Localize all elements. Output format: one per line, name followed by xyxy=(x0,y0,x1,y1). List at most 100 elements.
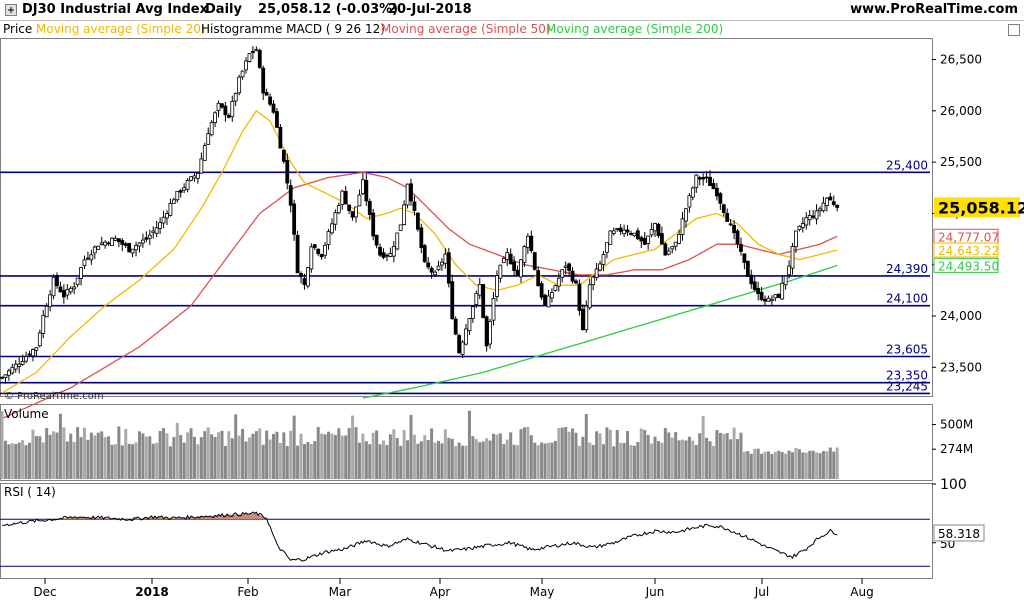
volume-bar xyxy=(505,439,509,479)
level-label: 25,400 xyxy=(886,158,928,172)
volume-bar xyxy=(151,443,155,479)
candle-body xyxy=(556,277,561,287)
candle-body xyxy=(653,223,657,232)
volume-bar xyxy=(134,442,138,479)
volume-bar xyxy=(41,442,45,479)
volume-bar xyxy=(598,433,602,479)
rsi-panel-frame xyxy=(0,483,933,579)
candle-body xyxy=(677,234,681,244)
candle-body xyxy=(209,122,214,136)
volume-bar xyxy=(674,432,678,479)
legend-ma200[interactable]: Moving average (Simple 200) xyxy=(546,22,724,36)
volume-bar xyxy=(357,442,361,479)
candle-body xyxy=(484,316,489,347)
price-tick-label: 23,500 xyxy=(940,360,982,374)
legend-ma20[interactable]: Moving average (Simple 20) xyxy=(36,22,206,36)
volume-bar xyxy=(296,445,300,479)
candle-body xyxy=(305,267,310,287)
volume-bar xyxy=(409,414,413,479)
volume-tick-label: 500M xyxy=(940,418,973,432)
legend-ma50[interactable]: Moving average (Simple 50) xyxy=(381,22,551,36)
volume-bar xyxy=(210,434,214,479)
volume-bar xyxy=(801,452,805,479)
volume-bar xyxy=(533,442,537,479)
candle-body xyxy=(268,96,272,105)
candle-body xyxy=(275,111,279,128)
volume-bar xyxy=(69,433,73,479)
price-tick-label: 26,000 xyxy=(940,104,982,118)
candle-body xyxy=(601,254,606,265)
volume-tick-label: 274M xyxy=(940,442,973,456)
volume-bar xyxy=(760,453,764,479)
candle-body xyxy=(27,353,32,356)
ma-badge-label: 24,777.07 xyxy=(938,230,999,244)
candle-body xyxy=(611,230,616,234)
candle-body xyxy=(525,235,530,248)
candle-body xyxy=(319,254,324,258)
candle-body xyxy=(477,283,482,296)
volume-bar xyxy=(481,441,485,479)
candle-body xyxy=(570,270,575,282)
candle-body xyxy=(756,287,761,294)
volume-bar xyxy=(3,440,7,479)
candle-body xyxy=(158,222,163,229)
legend-price[interactable]: Price xyxy=(3,22,33,36)
volume-bar xyxy=(777,450,781,479)
candle-body xyxy=(797,225,802,231)
volume-bar xyxy=(103,437,107,479)
volume-bar xyxy=(93,435,97,479)
candle-body xyxy=(498,264,503,279)
candle-body xyxy=(639,237,644,242)
candle-body xyxy=(192,175,197,179)
candle-body xyxy=(309,246,314,270)
volume-bar xyxy=(0,410,4,479)
candle-body xyxy=(257,49,262,68)
candle-body xyxy=(350,211,355,218)
candle-body xyxy=(415,212,420,230)
candle-body xyxy=(433,271,437,276)
volume-bar xyxy=(258,428,262,479)
volume-bar xyxy=(272,433,276,479)
candle-body xyxy=(6,370,11,376)
candle-body xyxy=(165,213,169,219)
candle-body xyxy=(804,217,809,226)
volume-bar xyxy=(715,430,719,479)
volume-bar xyxy=(282,432,286,479)
candle-body xyxy=(690,187,695,198)
candle-body xyxy=(44,305,49,318)
candle-body xyxy=(732,224,736,234)
price-tick-label: 24,000 xyxy=(940,309,982,323)
candle-body xyxy=(773,294,778,299)
candle-body xyxy=(728,223,733,226)
volume-bar xyxy=(746,451,750,479)
close-panel-icon[interactable] xyxy=(1008,24,1020,36)
volume-bar xyxy=(540,442,544,479)
volume-bar xyxy=(392,429,396,479)
candle-body xyxy=(82,259,87,267)
legend-macd[interactable]: Histogramme MACD ( 9 26 12) xyxy=(201,22,385,36)
level-label: 23,605 xyxy=(886,343,928,357)
candle-body xyxy=(443,253,448,264)
candle-body xyxy=(154,227,159,234)
candle-body xyxy=(649,228,654,236)
volume-bar xyxy=(536,445,540,479)
volume-bar xyxy=(172,436,176,479)
candle-body xyxy=(292,203,297,235)
collapse-icon[interactable] xyxy=(5,4,17,16)
volume-bar xyxy=(247,437,251,479)
candle-body xyxy=(288,185,293,206)
candle-body xyxy=(202,145,207,161)
candle-body xyxy=(800,223,805,228)
volume-bar xyxy=(811,450,815,479)
candle-body xyxy=(134,245,138,251)
candle-body xyxy=(147,234,152,239)
volume-bar xyxy=(791,452,795,479)
volume-bar xyxy=(491,433,495,479)
candle-body xyxy=(419,227,424,248)
candle-body xyxy=(233,92,238,102)
candle-body xyxy=(715,187,719,197)
candle-body xyxy=(467,318,472,332)
candle-body xyxy=(515,269,520,276)
volume-bar xyxy=(818,453,822,479)
